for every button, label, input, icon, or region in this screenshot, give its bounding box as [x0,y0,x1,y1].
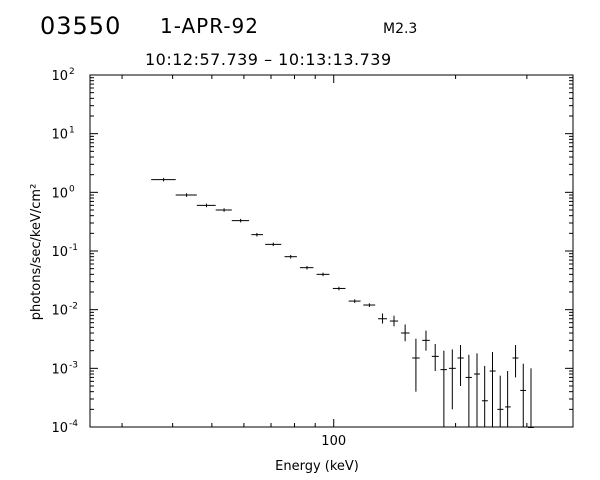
x-axis-label: Energy (keV) [275,459,359,474]
plot-frame [89,74,574,428]
y-tick-exponent: 0 [69,184,75,194]
y-tick-exponent: -3 [69,360,78,370]
time-range-label: 10:12:57.739 – 10:13:13.739 [145,50,392,69]
y-tick-exponent: 1 [69,126,75,136]
y-axis-label: photons/sec/keV/cm² [29,184,44,321]
goes-class-label: M2.3 [383,21,418,37]
y-tick-label: 10 [51,304,68,319]
y-tick-label: 10 [51,421,68,436]
y-tick-label: 10 [51,69,68,84]
y-tick-label: 10 [51,128,68,143]
event-id-label: 03550 [40,12,122,40]
axes-group [89,74,574,428]
data-points [151,177,534,429]
y-tick-exponent: -1 [69,243,78,253]
date-label: 1-APR-92 [160,14,259,38]
y-tick-exponent: -2 [69,302,78,312]
y-tick-exponent: -4 [69,419,78,429]
x-tick-labels: 100 [321,434,346,449]
y-tick-exponent: 2 [69,67,75,77]
y-tick-label: 10 [51,362,68,377]
x-tick-label: 100 [321,434,346,449]
y-tick-label: 10 [51,186,68,201]
y-tick-label: 10 [51,245,68,260]
